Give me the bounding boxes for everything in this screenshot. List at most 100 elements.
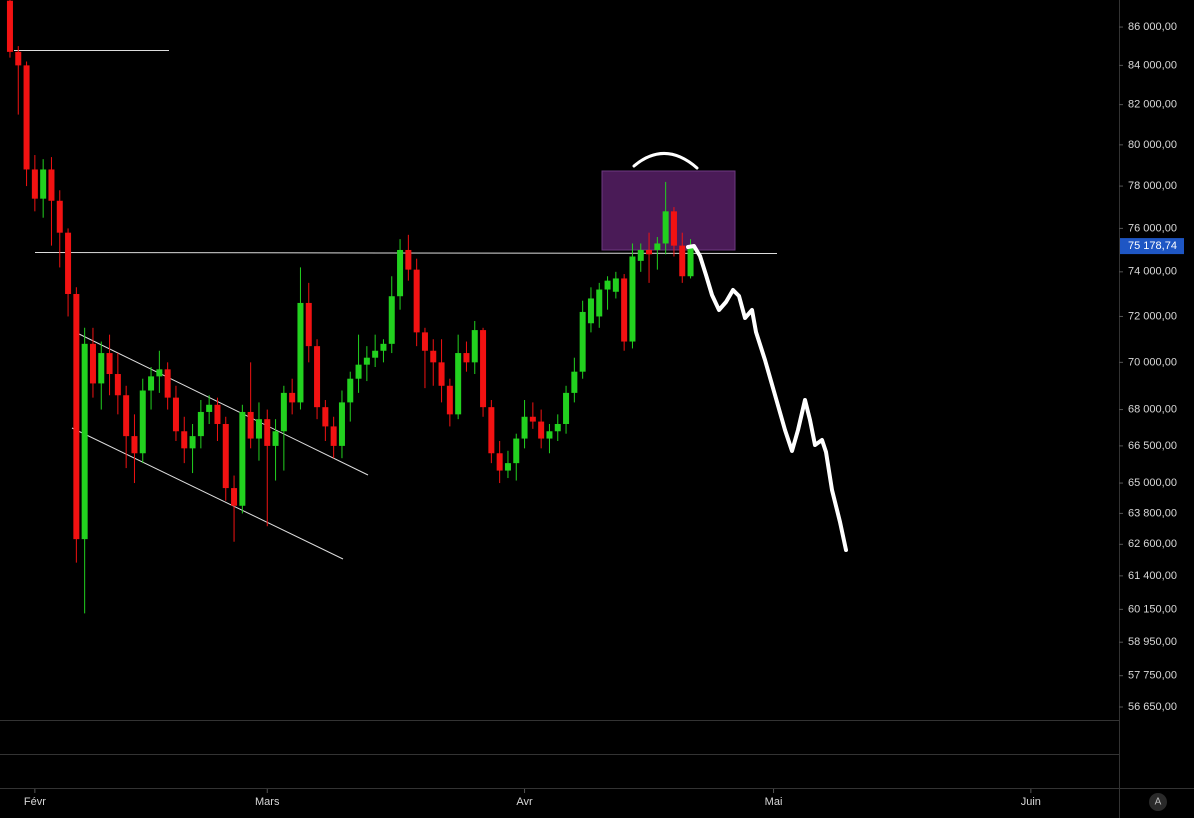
candle-body bbox=[670, 211, 677, 246]
candle-body bbox=[231, 488, 238, 506]
y-tick-label: 68 000,00 bbox=[1128, 403, 1177, 415]
candle-body bbox=[189, 436, 196, 449]
candle-body bbox=[106, 353, 113, 375]
candle-body bbox=[272, 431, 279, 446]
candle-body bbox=[330, 426, 337, 446]
y-tick-label: 57 750,00 bbox=[1128, 670, 1177, 682]
last-price-label: 75 178,74 bbox=[1128, 240, 1177, 252]
candle-body bbox=[372, 350, 379, 358]
candles bbox=[6, 0, 694, 614]
candle-body bbox=[604, 280, 611, 290]
candle-body bbox=[538, 421, 545, 439]
candle-body bbox=[289, 392, 296, 403]
candle-body bbox=[488, 407, 495, 454]
candle-body bbox=[156, 369, 163, 377]
candle-body bbox=[314, 346, 321, 408]
candle-body bbox=[471, 330, 478, 363]
candle-body bbox=[654, 243, 661, 250]
candle-body bbox=[148, 376, 155, 391]
candle-body bbox=[214, 404, 221, 424]
auto-button-label[interactable]: A bbox=[1155, 797, 1162, 808]
candle-body bbox=[496, 453, 503, 471]
candle-body bbox=[15, 51, 22, 66]
candle-body bbox=[139, 390, 146, 454]
candle-body bbox=[687, 247, 694, 277]
candle-body bbox=[322, 407, 329, 427]
price-axis: 86 000,00 84 000,00 82 000,00 80 000,00 78 0… bbox=[24, 21, 1184, 808]
y-tick-label: 74 000,00 bbox=[1128, 266, 1177, 278]
x-tick-label: Mars bbox=[255, 796, 280, 808]
channel-line bbox=[71, 427, 344, 560]
candle-body bbox=[504, 463, 511, 471]
projection-drawing bbox=[686, 244, 848, 552]
candle-body bbox=[264, 419, 271, 446]
candle-body bbox=[181, 431, 188, 449]
candle-body bbox=[73, 293, 80, 540]
candle-body bbox=[430, 350, 437, 363]
candle-body bbox=[521, 416, 528, 439]
candle-body bbox=[89, 343, 96, 384]
candle-body bbox=[546, 431, 553, 439]
candle-body bbox=[480, 330, 487, 408]
y-tick-label: 63 800,00 bbox=[1128, 507, 1177, 519]
candle-body bbox=[48, 169, 55, 201]
candle-body bbox=[247, 411, 254, 439]
candle-body bbox=[31, 169, 38, 199]
candle-body bbox=[397, 249, 404, 297]
candle-body bbox=[280, 392, 287, 432]
candle-body bbox=[239, 411, 246, 506]
candle-body bbox=[6, 0, 13, 52]
candle-body bbox=[206, 404, 213, 412]
candle-body bbox=[355, 364, 362, 379]
candle-body bbox=[81, 343, 88, 540]
candle-body bbox=[131, 436, 138, 454]
candle-body bbox=[65, 232, 72, 294]
x-tick-label: Mai bbox=[765, 796, 783, 808]
candle-body bbox=[513, 438, 520, 464]
candle-body bbox=[405, 249, 412, 270]
candle-body bbox=[629, 256, 636, 342]
candle-body bbox=[388, 296, 395, 344]
y-tick-label: 80 000,00 bbox=[1128, 139, 1177, 151]
candle-body bbox=[563, 392, 570, 424]
candle-body bbox=[123, 395, 130, 437]
y-tick-label: 60 150,00 bbox=[1128, 603, 1177, 615]
candle-body bbox=[554, 423, 561, 432]
candle-body bbox=[305, 302, 312, 347]
candle-body bbox=[637, 249, 644, 261]
candle-body bbox=[621, 278, 628, 342]
candle-body bbox=[438, 362, 445, 386]
y-tick-label: 70 000,00 bbox=[1128, 356, 1177, 368]
y-tick-label: 78 000,00 bbox=[1128, 180, 1177, 192]
candle-body bbox=[297, 302, 304, 403]
x-tick-label: Avr bbox=[516, 796, 533, 808]
arc-drawing bbox=[632, 152, 699, 170]
candle-body bbox=[222, 423, 229, 489]
candle-body bbox=[679, 245, 686, 277]
y-tick-label: 65 000,00 bbox=[1128, 477, 1177, 489]
y-tick-label: 76 000,00 bbox=[1128, 222, 1177, 234]
candle-body bbox=[446, 385, 453, 415]
candle-body bbox=[380, 343, 387, 351]
y-tick-label: 84 000,00 bbox=[1128, 59, 1177, 71]
candle-body bbox=[164, 369, 171, 398]
last-price-marker bbox=[1120, 238, 1184, 255]
candle-body bbox=[347, 378, 354, 403]
channel-line bbox=[76, 332, 369, 476]
candle-body bbox=[197, 411, 204, 437]
candle-body bbox=[571, 371, 578, 393]
candle-body bbox=[421, 332, 428, 351]
x-tick-label: Févr bbox=[24, 796, 46, 808]
candle-body bbox=[98, 353, 105, 384]
auto-button[interactable] bbox=[1149, 793, 1167, 811]
candle-body bbox=[23, 65, 30, 170]
candle-body bbox=[56, 200, 63, 233]
y-tick-label: 66 500,00 bbox=[1128, 440, 1177, 452]
candle-body bbox=[646, 249, 653, 255]
candle-body bbox=[463, 353, 470, 363]
y-tick-label: 58 950,00 bbox=[1128, 636, 1177, 648]
candle-body bbox=[529, 416, 536, 422]
candle-body bbox=[114, 374, 121, 396]
